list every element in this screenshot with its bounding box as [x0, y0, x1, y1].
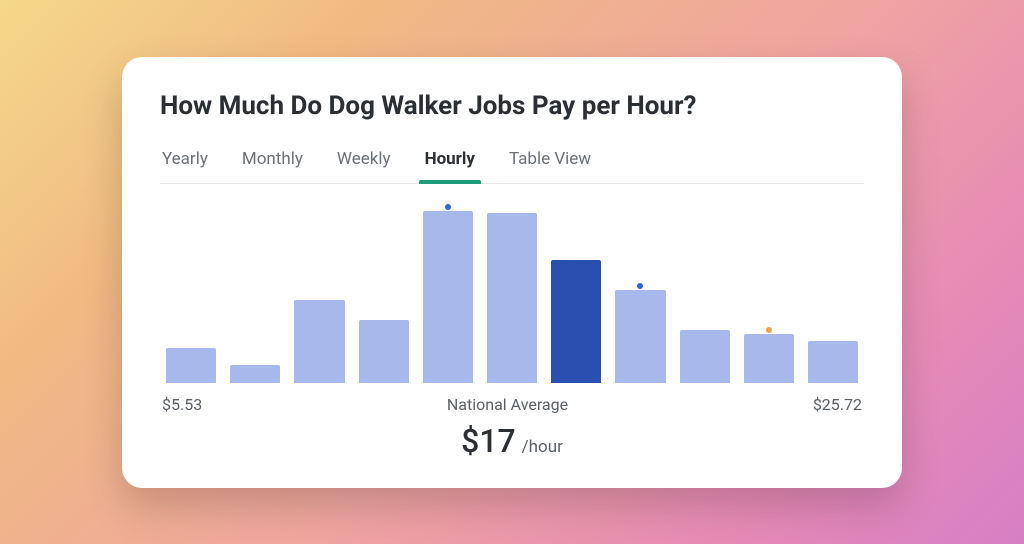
bar-6[interactable]: [551, 208, 601, 383]
tab-yearly[interactable]: Yearly: [160, 143, 210, 183]
marker-icon: [766, 327, 772, 333]
tab-monthly[interactable]: Monthly: [240, 143, 305, 183]
average-unit: /hour: [522, 437, 563, 457]
tab-table-view[interactable]: Table View: [507, 143, 593, 183]
axis-max-label: $25.72: [813, 395, 862, 414]
axis-center-label: National Average: [202, 395, 813, 414]
marker-icon: [445, 204, 451, 210]
bar-5[interactable]: [487, 208, 537, 383]
bar-10[interactable]: [808, 208, 858, 383]
salary-card: How Much Do Dog Walker Jobs Pay per Hour…: [122, 57, 902, 488]
tab-hourly[interactable]: Hourly: [423, 143, 477, 183]
axis-labels: $5.53 National Average $25.72: [160, 391, 864, 414]
average-value: $17: [461, 422, 516, 460]
bar-9[interactable]: [744, 208, 794, 383]
bar-4[interactable]: [423, 208, 473, 383]
bar-7[interactable]: [615, 208, 665, 383]
average-display: $17 /hour: [160, 422, 864, 460]
axis-min-label: $5.53: [162, 395, 202, 414]
bar-8[interactable]: [680, 208, 730, 383]
tab-weekly[interactable]: Weekly: [335, 143, 393, 183]
bar-3[interactable]: [359, 208, 409, 383]
marker-icon: [637, 283, 643, 289]
bar-0[interactable]: [166, 208, 216, 383]
bar-2[interactable]: [294, 208, 344, 383]
bar-1[interactable]: [230, 208, 280, 383]
card-title: How Much Do Dog Walker Jobs Pay per Hour…: [160, 91, 864, 121]
histogram-chart: [160, 208, 864, 383]
tabs-bar: Yearly Monthly Weekly Hourly Table View: [160, 143, 864, 184]
